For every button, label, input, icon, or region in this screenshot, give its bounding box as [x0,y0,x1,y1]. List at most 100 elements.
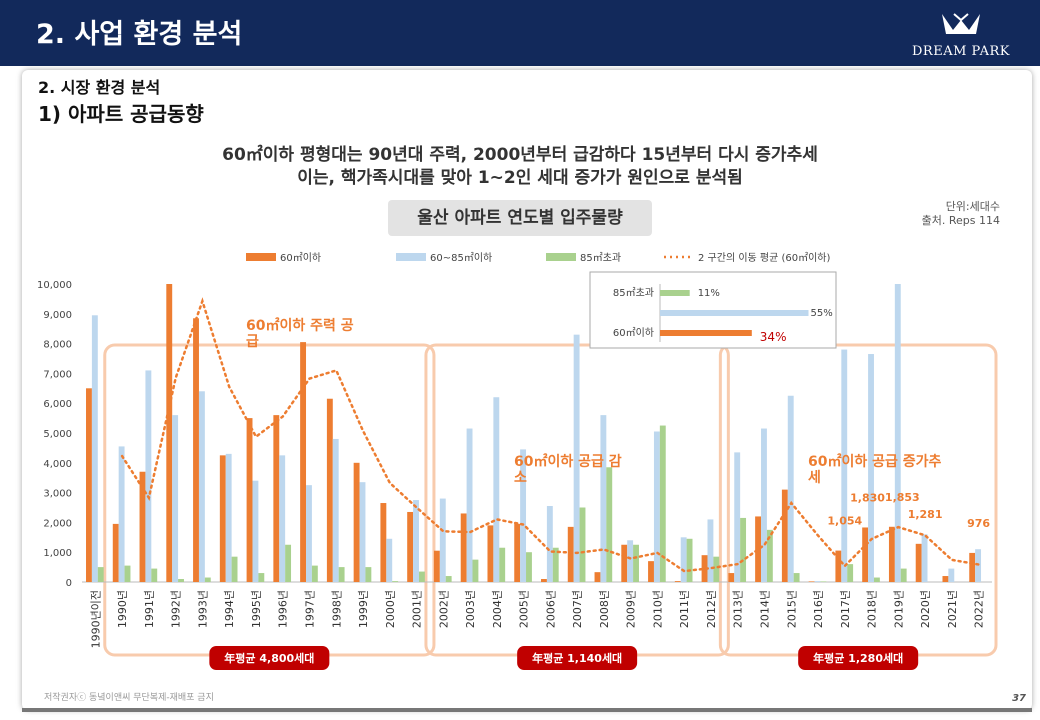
bar [814,581,821,582]
bar [847,564,854,582]
logo-text: DREAM PARK [912,44,1010,59]
x-tick-label: 1993년 [196,590,209,628]
data-label: 1,281 [908,508,943,521]
bar [740,517,747,582]
bar [433,550,440,582]
data-label: 1,830 [850,491,885,504]
bar [338,567,345,582]
bar [472,559,479,582]
period-annotation: 60㎡이하 공급 증가추 세 [808,453,942,486]
bar [674,581,681,582]
x-tick-label: 2017년 [839,590,852,628]
content-panel [22,70,1032,710]
period-average-label: 年평균 4,800세대 [224,651,314,665]
bar [198,391,205,582]
period-average-badge [209,646,330,670]
bar [118,446,125,582]
data-label: 1,853 [885,491,920,504]
bar [835,550,842,582]
bar [493,397,500,582]
bar [413,500,419,582]
bar [466,428,473,582]
bar [231,556,238,582]
bar [91,315,98,582]
bar [915,543,922,582]
bar [659,425,666,582]
page-title: 2. 사업 환경 분석 [36,19,243,50]
bar [407,511,414,582]
bar [365,567,372,582]
bar [579,507,586,582]
x-tick-label: 1990년 [116,590,129,628]
bar [124,565,131,582]
y-tick-label: 6,000 [43,399,72,410]
bar [787,395,794,582]
bar [921,534,928,582]
bar [97,567,104,582]
y-tick-label: 4,000 [43,459,72,470]
x-tick-label: 2012년 [705,590,718,628]
bar [86,388,92,582]
bar [445,576,452,582]
x-tick-label: 2015년 [785,590,798,628]
bar [204,577,211,582]
y-tick-label: 8,000 [43,340,72,351]
bar [713,556,720,582]
x-tick-label: 2022년 [973,590,986,628]
y-tick-label: 0 [66,578,72,589]
bar [573,334,580,582]
legend-label: 60~85㎡이하 [430,251,492,264]
x-tick-label: 2006년 [544,590,557,628]
headline-line-1: 60㎡이하 평형대는 90년대 주력, 2000년부터 급감하다 15년부터 다… [222,145,818,165]
bar [386,538,393,582]
inset-bar [660,310,809,316]
x-tick-label: 2004년 [491,590,504,628]
x-tick-label: 2003년 [464,590,477,628]
x-tick-label: 2000년 [384,590,397,628]
bar [648,561,654,582]
section-subtitle: 2. 시장 환경 분석 [38,78,161,97]
bar [680,537,687,582]
section-heading: 1) 아파트 공급동향 [38,102,204,126]
bar [514,523,521,582]
bar [546,506,553,582]
legend-swatch [396,253,426,261]
x-tick-label: 1997년 [304,590,317,628]
x-tick-label: 2008년 [598,590,611,628]
unit-label: 단위:세대수 [945,200,1000,213]
bar [541,579,547,582]
x-tick-label: 2013년 [732,590,745,628]
bar [552,547,559,582]
y-tick-label: 7,000 [43,369,72,380]
x-tick-label: 2007년 [571,590,584,628]
bar [734,452,741,582]
bar [862,527,869,582]
bar [868,354,874,582]
unit-note: 단위:세대수 출처. Reps 114 [922,200,1000,228]
inset-row-label: 85㎡초과 [613,287,654,299]
x-tick-label: 2014년 [759,590,772,628]
bar [332,438,339,582]
bar [942,576,949,582]
bar [151,568,158,582]
x-tick-label: 1996년 [277,590,290,628]
bar [258,573,265,582]
y-tick-label: 5,000 [43,429,72,440]
bar [728,573,735,582]
x-tick-label: 2016년 [812,590,825,628]
bar [252,480,259,582]
footer-bar [22,708,1032,712]
bar [306,485,312,582]
bar [808,581,815,582]
legend-label: 60㎡이하 [280,251,321,264]
x-tick-label: 2005년 [518,590,531,628]
x-tick-label: 2009년 [625,590,638,628]
x-tick-label: 2019년 [892,590,905,628]
bar [761,428,767,582]
bar [793,573,800,582]
bar [112,523,119,582]
inset-value-label: 11% [698,288,720,299]
bar [285,544,292,582]
bar [460,513,467,582]
